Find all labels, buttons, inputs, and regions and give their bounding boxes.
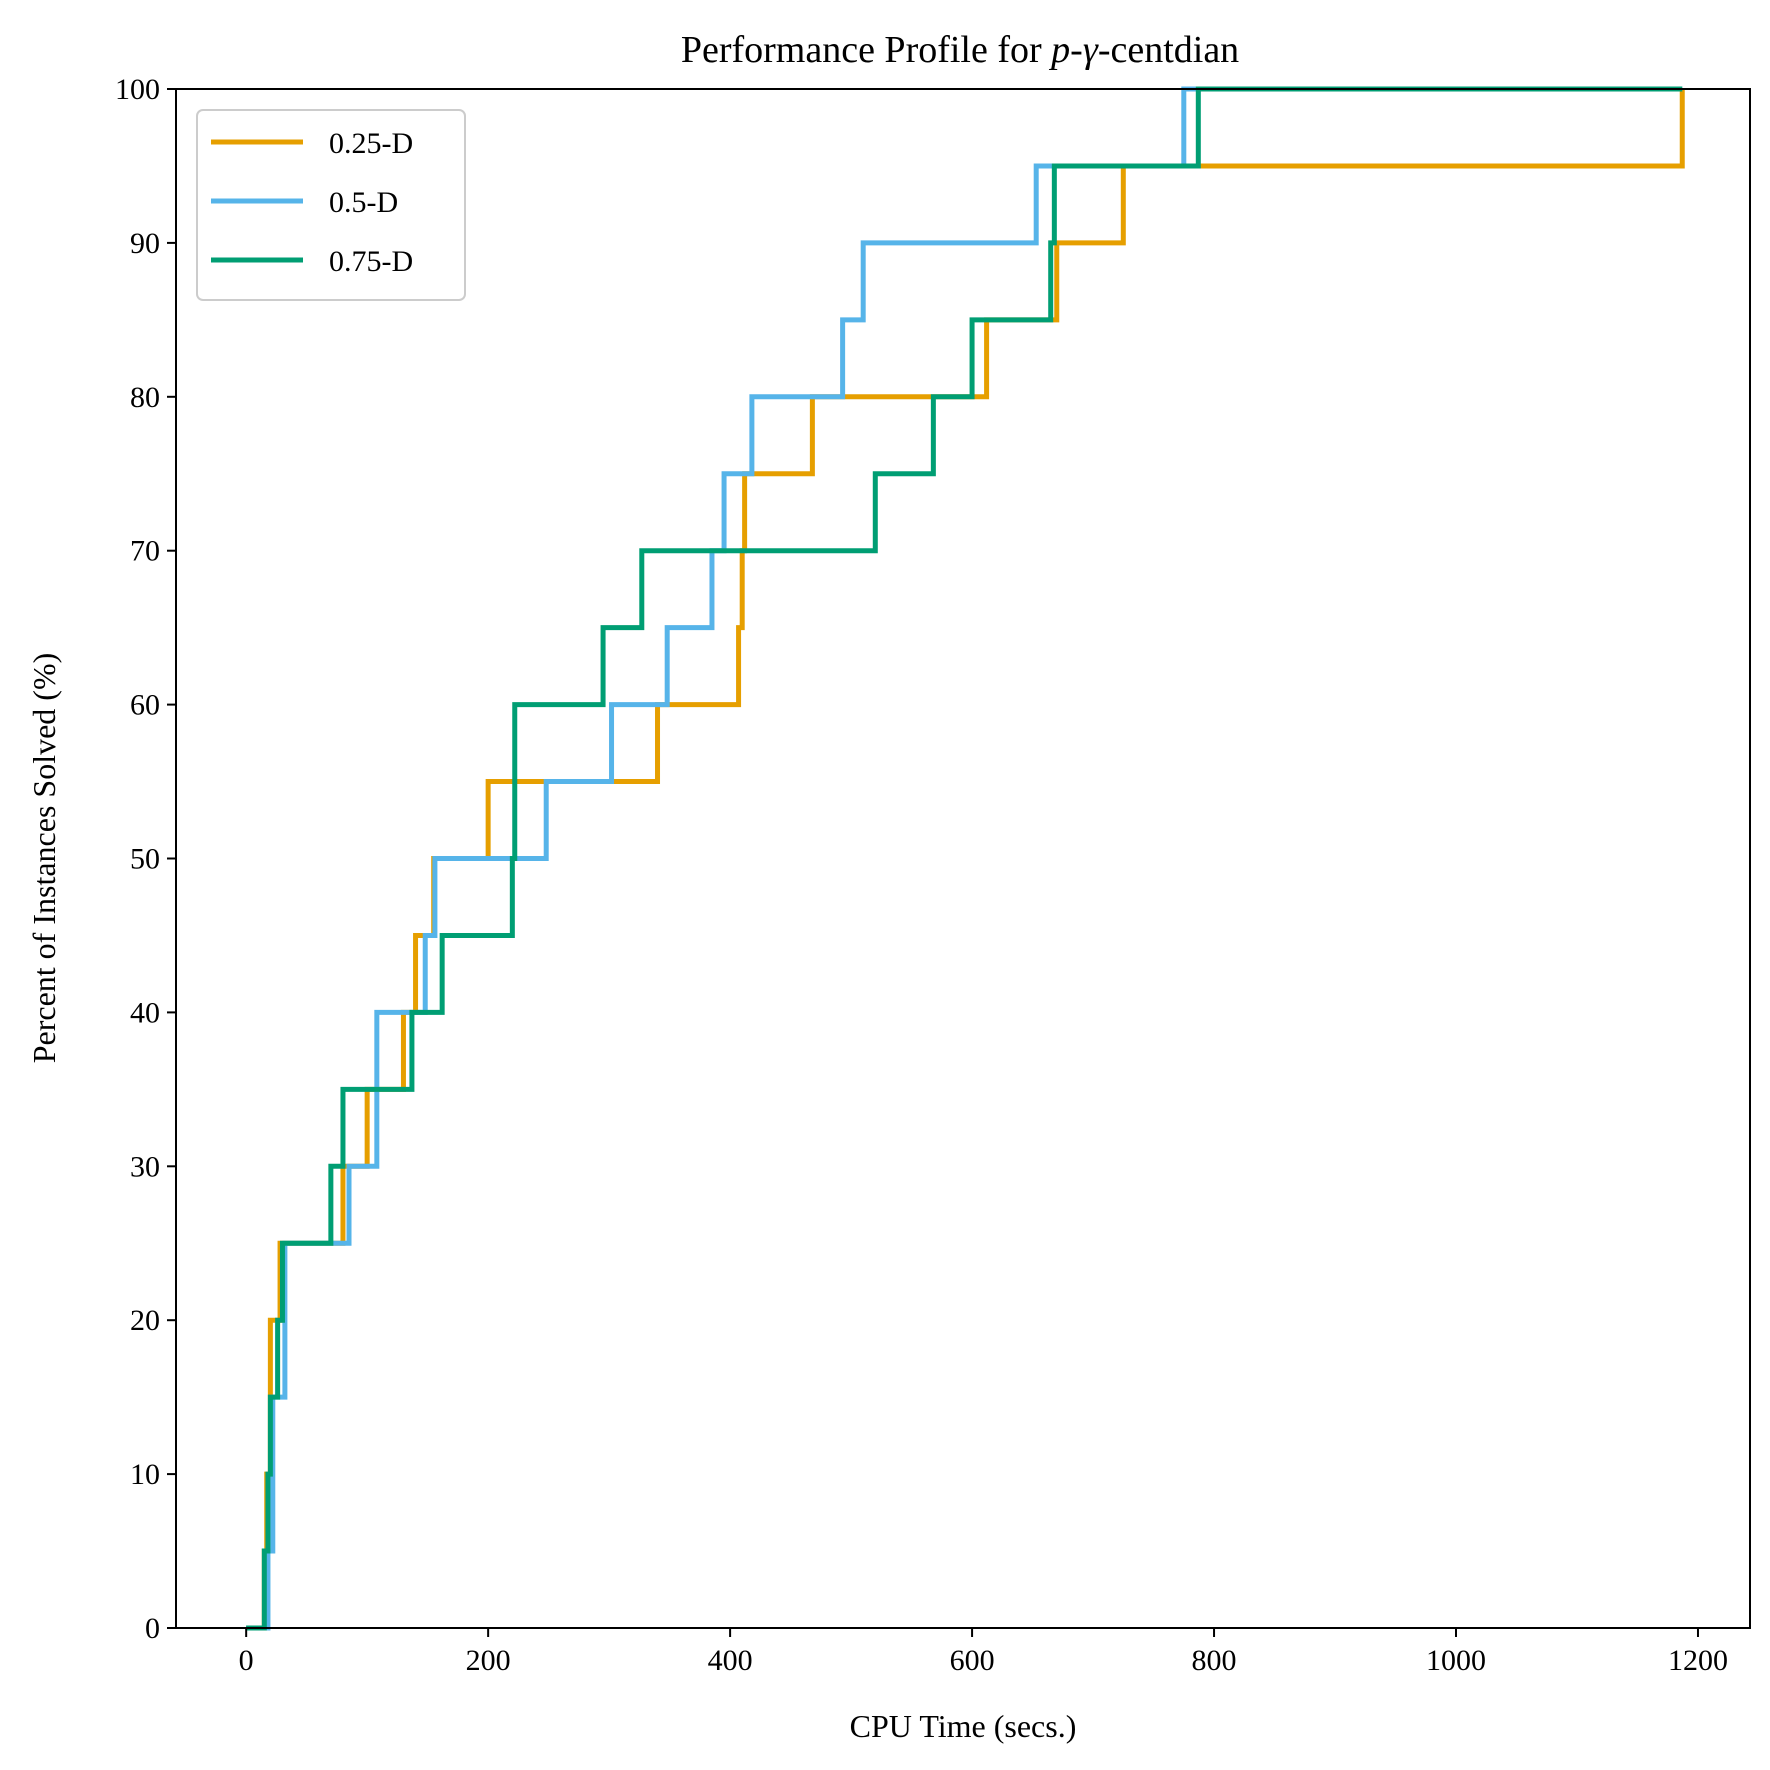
x-tick-label: 600	[950, 1644, 995, 1677]
legend-label-2: 0.5-D	[329, 186, 398, 219]
y-tick-label: 70	[130, 535, 160, 568]
x-axis-ticks: 0 200 400 600 800 1000 1200	[239, 1628, 1728, 1677]
x-tick-label: 200	[466, 1644, 511, 1677]
y-tick-label: 60	[130, 689, 160, 722]
series-layer	[246, 86, 1685, 1631]
x-tick-label: 1200	[1668, 1644, 1728, 1677]
y-tick-label: 50	[130, 843, 160, 876]
y-tick-label: 80	[130, 381, 160, 414]
x-axis-label: CPU Time (secs.)	[850, 1708, 1077, 1744]
plot-frame	[175, 88, 1751, 1629]
y-tick-label: 0	[145, 1612, 160, 1645]
series-line-2	[246, 86, 1683, 1631]
x-tick-label: 400	[708, 1644, 753, 1677]
y-axis-ticks: 0 10 20 30 40 50 60 70 80 90 100	[115, 73, 176, 1645]
y-tick-label: 20	[130, 1304, 160, 1337]
y-tick-label: 30	[130, 1150, 160, 1183]
y-tick-label: 100	[115, 73, 160, 106]
series-line-3	[246, 86, 1683, 1631]
x-tick-label: 800	[1192, 1644, 1237, 1677]
chart-title: Performance Profile for p-γ-centdian	[681, 29, 1239, 71]
y-tick-label: 40	[130, 996, 160, 1029]
legend-label-1: 0.25-D	[329, 127, 413, 160]
x-tick-label: 1000	[1426, 1644, 1486, 1677]
y-tick-label: 10	[130, 1458, 160, 1491]
y-tick-label: 90	[130, 227, 160, 260]
y-axis-label: Percent of Instances Solved (%)	[26, 653, 62, 1064]
x-tick-label: 0	[239, 1644, 254, 1677]
legend-box	[196, 109, 466, 301]
legend: 0.25-D 0.5-D 0.75-D	[196, 109, 466, 301]
legend-label-3: 0.75-D	[329, 245, 413, 278]
